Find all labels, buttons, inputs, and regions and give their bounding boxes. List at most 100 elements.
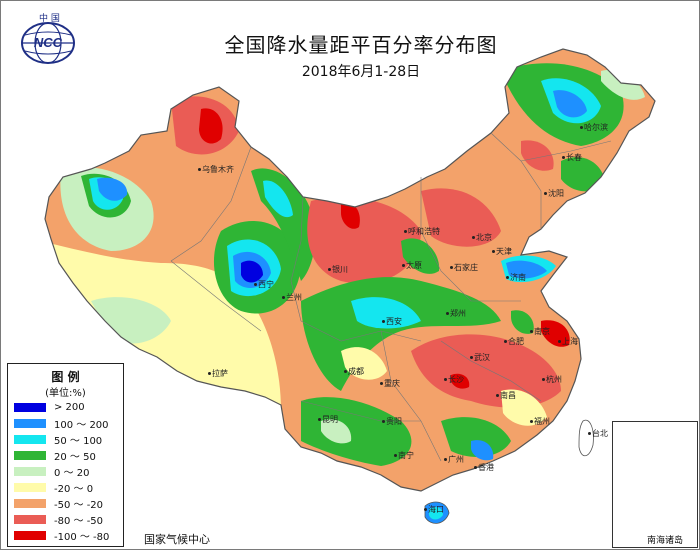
legend-item: 0 ～ 20 (14, 464, 119, 479)
city-label: 北京 (476, 233, 492, 242)
legend-item-label: 0 ～ 20 (54, 467, 90, 479)
legend-swatch (14, 530, 46, 540)
city-label: 台北 (592, 429, 608, 438)
zone-shanghai-core (541, 320, 570, 347)
city-label: 南京 (534, 327, 550, 336)
zone-jilin-green (561, 157, 605, 192)
legend-unit: (单位:%) (45, 388, 86, 399)
province-line (290, 196, 304, 322)
logo-caption: 中 国 (39, 14, 60, 24)
city-marker (402, 264, 405, 267)
legend-swatch (14, 498, 46, 508)
ncc-globe-icon: NCC (21, 22, 75, 64)
map-subtitle: 2018年6月1-28日 (301, 64, 421, 80)
city-marker (282, 296, 285, 299)
city-label: 太原 (406, 261, 422, 270)
legend-item: -50 ～ -20 (14, 496, 119, 511)
city-marker (542, 378, 545, 381)
legend-item-label: -20 ～ 0 (54, 483, 94, 495)
zone-yunnan-pale (321, 419, 352, 444)
legend-item-label: 100 ～ 200 (54, 419, 109, 431)
city-label: 昆明 (322, 415, 338, 424)
legend-item-label: -80 ～ -50 (54, 515, 104, 527)
city-marker (382, 420, 385, 423)
province-line (170, 260, 262, 332)
zone-sichuan-yellow (341, 347, 387, 380)
city-marker (444, 458, 447, 461)
city-marker (318, 418, 321, 421)
city-label: 天津 (496, 247, 512, 256)
province-line (170, 146, 252, 262)
city-label: 武汉 (474, 353, 490, 362)
city-label: 银川 (332, 265, 348, 274)
city-label: 呼和浩特 (408, 227, 440, 236)
city-marker (544, 192, 547, 195)
city-marker (558, 340, 561, 343)
city-marker (470, 356, 473, 359)
zone-qinghai-core (241, 260, 263, 283)
zone-xinjiang-blue (97, 177, 128, 201)
legend-item-label: 50 ～ 100 (54, 435, 103, 447)
zone-southwest-green (301, 397, 412, 466)
zone-jiangnan-core (451, 373, 470, 389)
zone-heilongjiang-pale (601, 69, 645, 100)
city-label: 拉萨 (212, 369, 228, 378)
legend-item-label: -50 ～ -20 (54, 499, 104, 511)
city-marker (424, 508, 427, 511)
province-line (380, 330, 442, 462)
zone-central-cyan (351, 297, 421, 329)
zone-guangdong-green (441, 417, 511, 457)
city-marker (506, 276, 509, 279)
city-label: 海口 (428, 505, 444, 514)
logo-text: NCC (34, 35, 63, 50)
province-line (420, 177, 521, 302)
city-label: 贵阳 (386, 417, 402, 426)
city-marker (474, 466, 477, 469)
city-marker (562, 156, 565, 159)
legend-swatch (14, 450, 46, 460)
city-label: 郑州 (450, 309, 466, 318)
zone-fujian-yellow (501, 389, 547, 426)
city-marker (504, 340, 507, 343)
zone-northeast-blue (553, 90, 587, 118)
province-line (490, 132, 542, 229)
city-label: 西安 (386, 317, 402, 326)
legend-item: -20 ～ 0 (14, 480, 119, 495)
city-label: 南宁 (398, 451, 414, 460)
city-marker (208, 372, 211, 375)
city-marker (472, 236, 475, 239)
city-marker (446, 312, 449, 315)
legend: 图 例 (单位:%) > 200 100 ～ 200 50 ～ 100 20 ～… (7, 363, 124, 547)
city-label: 沈阳 (548, 189, 564, 198)
legend-swatch (14, 514, 46, 524)
hainan-core (429, 507, 443, 520)
zone-north-xinjiang-core (199, 108, 223, 144)
zone-inner-mongolia-core (341, 202, 360, 229)
city-label: 西宁 (258, 280, 274, 289)
city-marker (404, 230, 407, 233)
city-marker (530, 330, 533, 333)
china-border (44, 48, 656, 492)
province-line (440, 340, 542, 402)
legend-item: -100 ～ -80 (14, 528, 119, 543)
city-label: 广州 (448, 455, 464, 464)
taiwan-island (578, 419, 594, 457)
credit-label: 国家气候中心 (144, 533, 210, 546)
city-label: 南昌 (500, 391, 516, 400)
city-marker (450, 266, 453, 269)
legend-swatch (14, 466, 46, 476)
city-marker (382, 320, 385, 323)
zone-shandong-blue (506, 260, 547, 279)
city-label: 长春 (566, 153, 582, 162)
city-marker (328, 268, 331, 271)
zone-north-china-red (421, 188, 501, 247)
zone-tibet-yellow (201, 308, 256, 362)
legend-item-label: > 200 (54, 401, 85, 413)
city-label: 香港 (478, 463, 494, 472)
city-label: 成都 (348, 367, 364, 376)
city-marker (344, 370, 347, 373)
legend-item-label: 20 ～ 50 (54, 451, 96, 463)
city-label: 石家庄 (454, 263, 478, 272)
inset-label: 南海诸岛 (647, 536, 684, 546)
